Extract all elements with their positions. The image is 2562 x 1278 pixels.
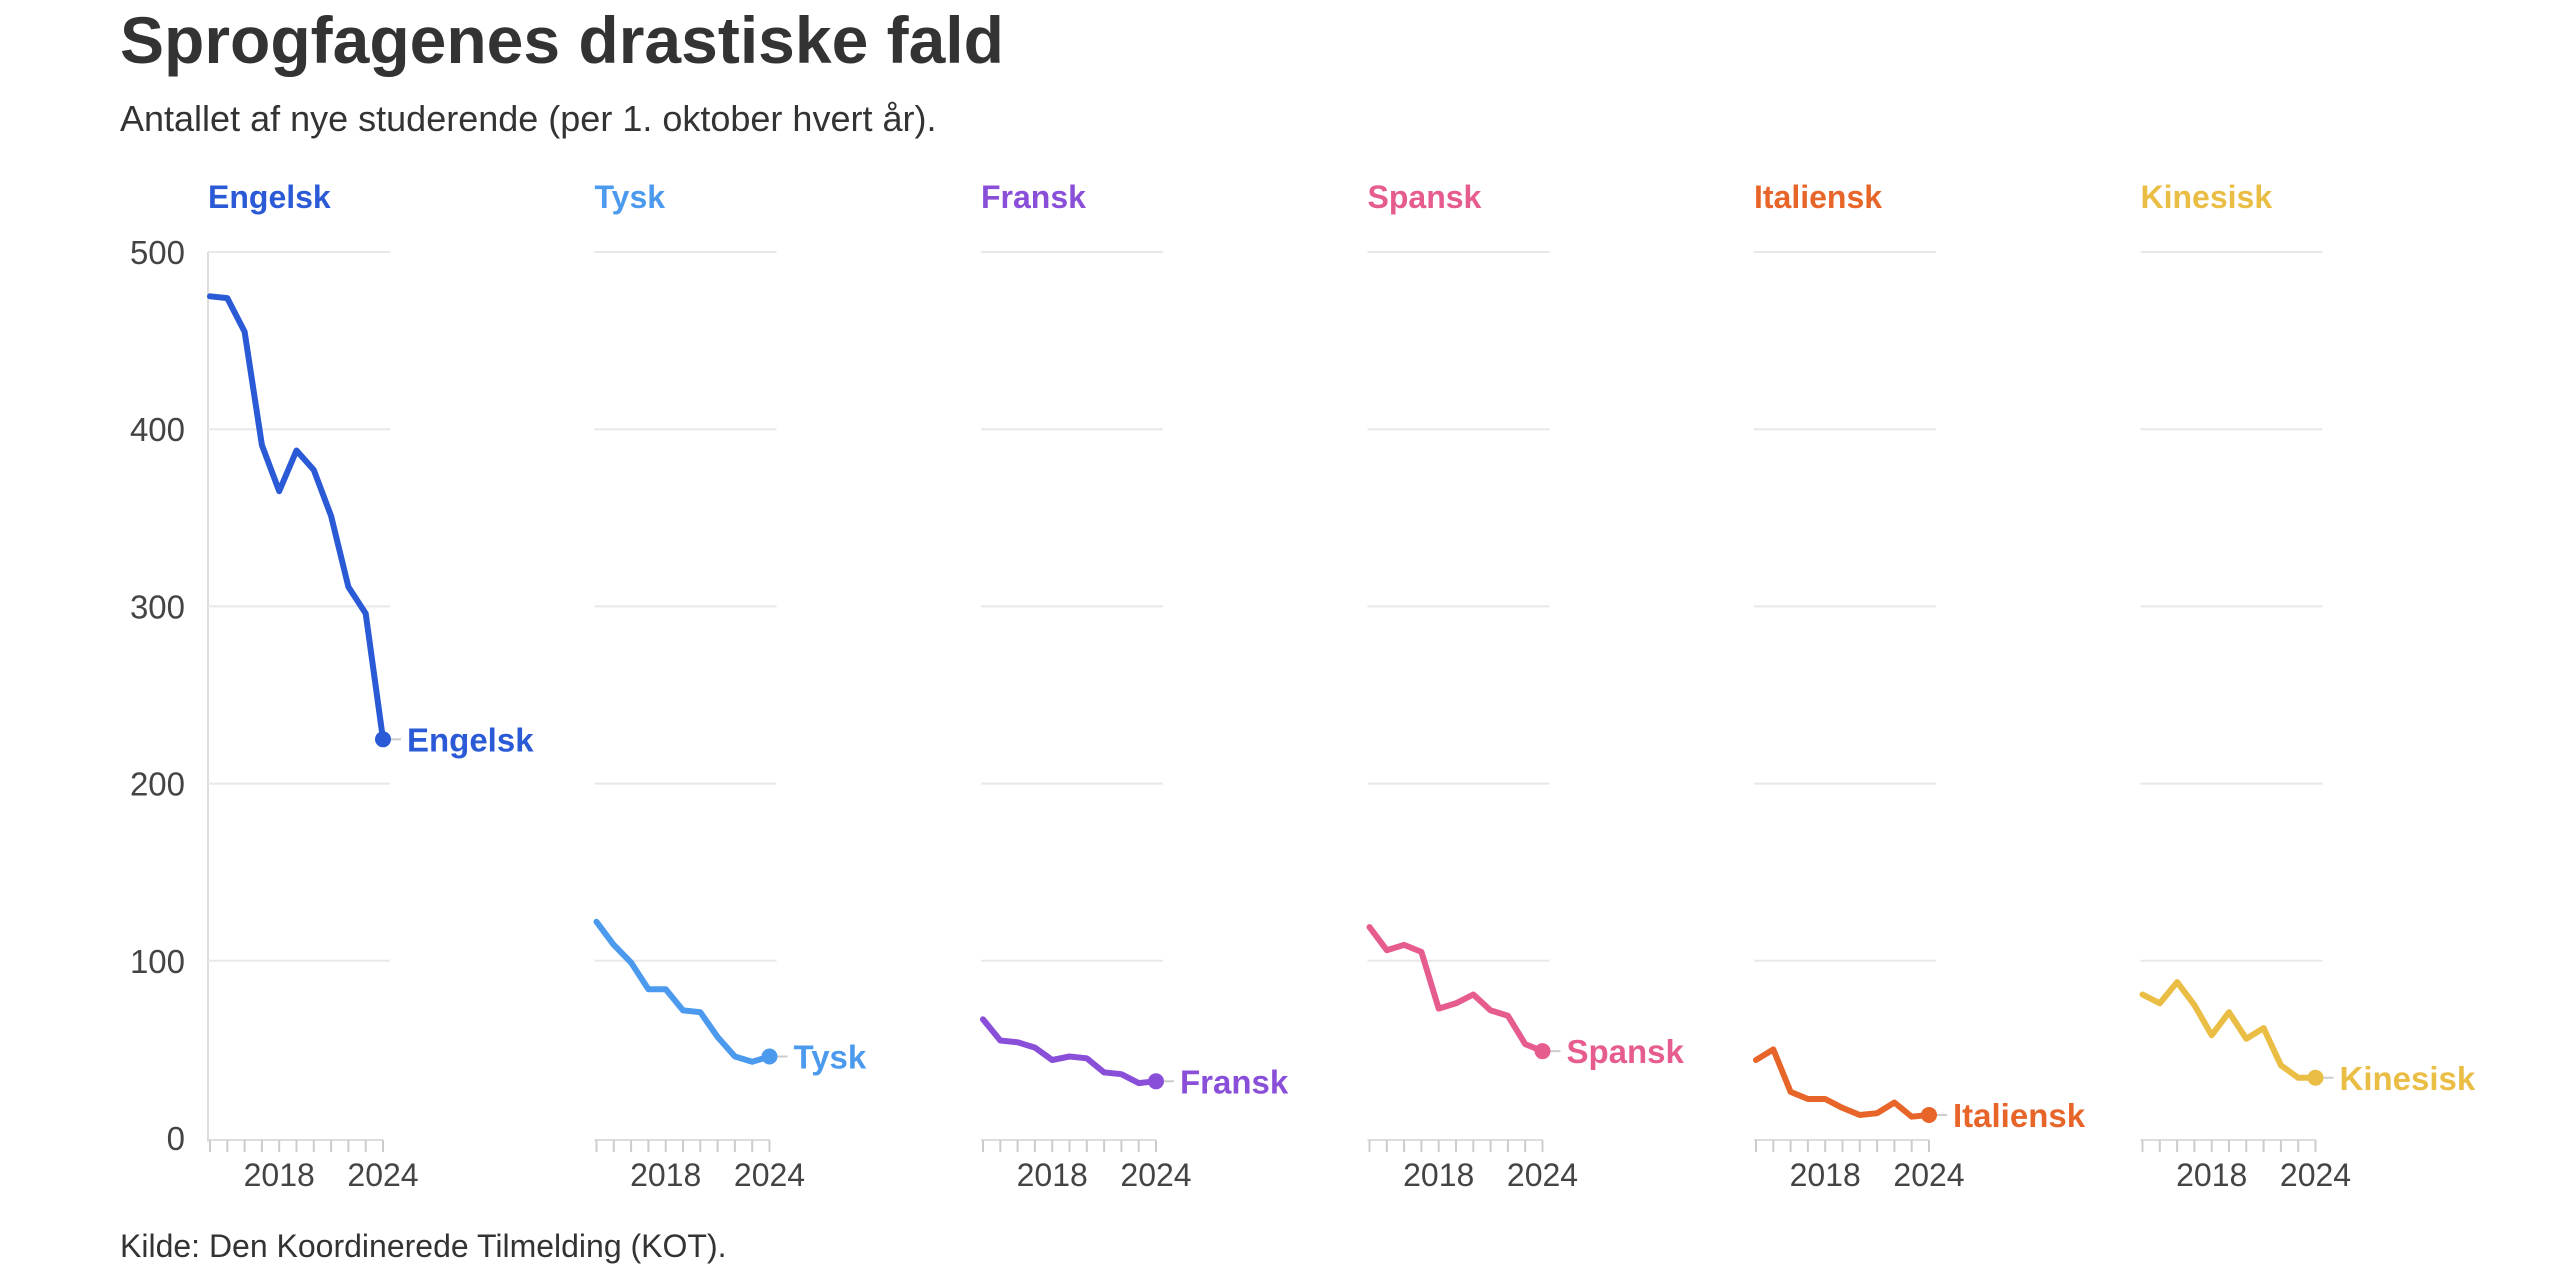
end-point-kinesisk <box>2307 1069 2324 1086</box>
x-tick-label: 2018 <box>1017 1157 1088 1193</box>
series-line-engelsk <box>207 293 386 743</box>
panel-fransk: 2018 2024 Fransk Fransk <box>980 179 1289 1193</box>
panel-title-spansk: Spansk <box>1368 179 1482 215</box>
panel-title-tysk: Tysk <box>595 179 666 215</box>
panel-kinesisk: 2018 2024 Kinesisk Kinesisk <box>2139 179 2476 1193</box>
x-tick-label: 2024 <box>347 1157 418 1193</box>
end-point-spansk <box>1534 1043 1551 1060</box>
series-line-spansk <box>1366 924 1546 1055</box>
x-tick-label: 2018 <box>1790 1157 1861 1193</box>
panel-title-kinesisk: Kinesisk <box>2141 179 2273 215</box>
x-tick-label: 2024 <box>1120 1157 1191 1193</box>
panel-tysk: 2018 2024 Tysk Tysk <box>593 179 867 1193</box>
end-label-italiensk: Italiensk <box>1953 1097 2086 1134</box>
y-tick-label: 100 <box>130 943 185 980</box>
x-tick-label: 2018 <box>2176 1157 2247 1193</box>
y-tick-label: 0 <box>167 1120 185 1157</box>
x-tick-label: 2024 <box>2280 1157 2351 1193</box>
source-note: Kilde: Den Koordinerede Tilmelding (KOT)… <box>120 1228 727 1264</box>
x-tick-label: 2024 <box>1893 1157 1964 1193</box>
y-tick-label: 200 <box>130 766 185 803</box>
end-point-engelsk <box>375 731 391 748</box>
end-label-engelsk: Engelsk <box>407 721 534 758</box>
y-tick-label: 300 <box>130 588 185 625</box>
panel-spansk: 2018 2024 Spansk Spansk <box>1366 179 1685 1193</box>
chart-subtitle: Antallet af nye studerende (per 1. oktob… <box>120 98 937 139</box>
series-line-kinesisk <box>2139 979 2319 1081</box>
y-axis: 0 100 200 300 400 500 <box>130 234 209 1157</box>
x-tick-label: 2024 <box>1507 1157 1578 1193</box>
chart-title: Sprogfagenes drastiske fald <box>120 3 1004 77</box>
x-tick-label: 2018 <box>630 1157 701 1193</box>
end-point-tysk <box>761 1048 778 1065</box>
y-tick-label: 400 <box>130 411 185 448</box>
panel-engelsk: 2018 2024 Engelsk Engelsk <box>207 179 534 1193</box>
series-line-tysk <box>593 918 773 1065</box>
panel-italiensk: 2018 2024 Italiensk Italiensk <box>1753 179 2086 1193</box>
x-tick-label: 2024 <box>734 1157 805 1193</box>
y-tick-label: 500 <box>130 234 185 271</box>
end-label-tysk: Tysk <box>794 1038 867 1075</box>
panel-title-italiensk: Italiensk <box>1754 179 1882 215</box>
series-line-italiensk <box>1753 1046 1932 1120</box>
series-line-fransk <box>980 1016 1159 1087</box>
end-point-fransk <box>1148 1073 1164 1090</box>
end-label-spansk: Spansk <box>1567 1033 1685 1070</box>
x-tick-label: 2018 <box>1403 1157 1474 1193</box>
end-label-fransk: Fransk <box>1180 1063 1289 1100</box>
panel-title-fransk: Fransk <box>981 179 1086 215</box>
x-tick-label: 2018 <box>244 1157 315 1193</box>
end-label-kinesisk: Kinesisk <box>2340 1060 2476 1097</box>
end-point-italiensk <box>1921 1106 1937 1123</box>
panel-title-engelsk: Engelsk <box>208 179 331 215</box>
